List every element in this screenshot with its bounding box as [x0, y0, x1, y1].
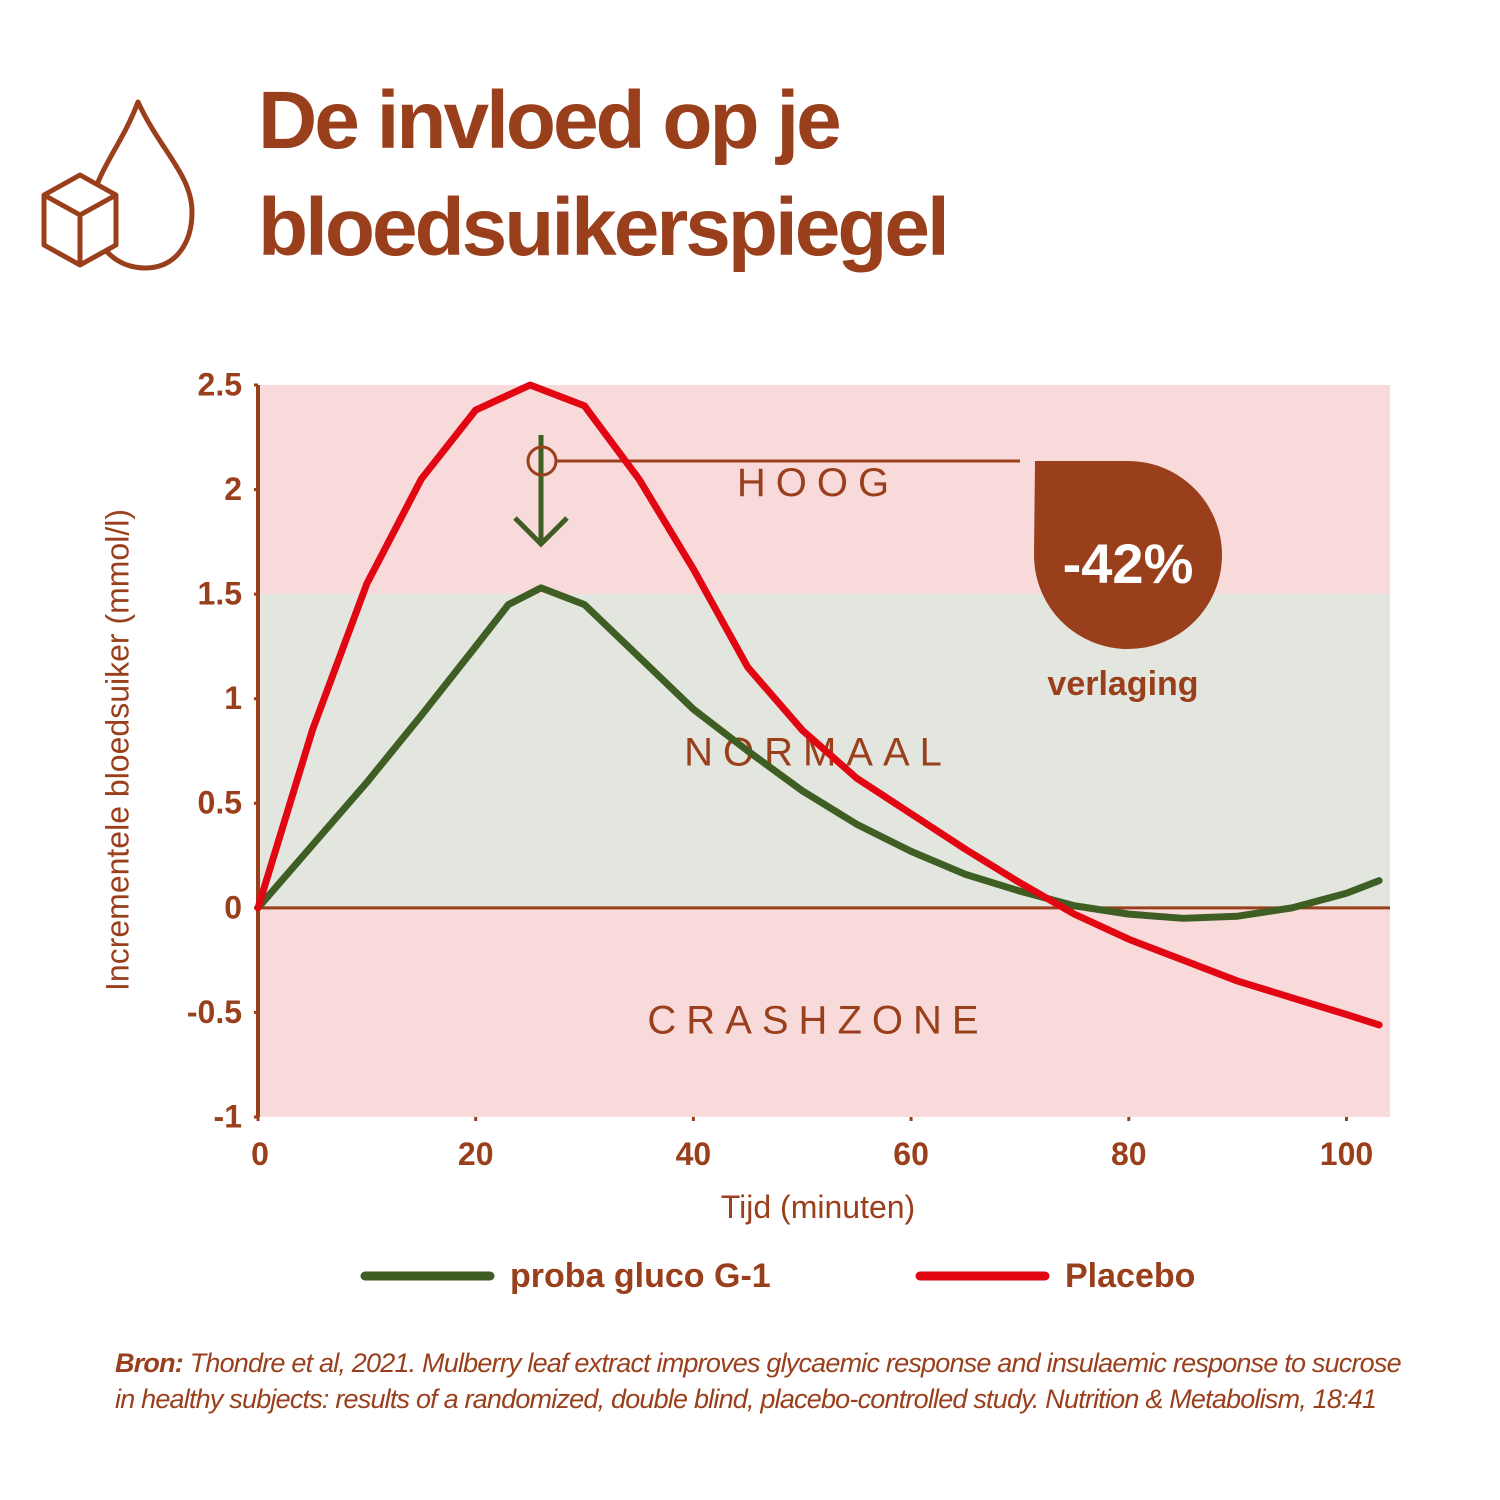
title: De invloed op je [258, 75, 839, 166]
series-line [254, 381, 1383, 1029]
source: Bron: Thondre et al, 2021. Mulberry leaf… [115, 1345, 1405, 1417]
badge-text: -42% [1063, 532, 1194, 595]
y-tick-label: -1 [214, 1098, 242, 1134]
y-axis-title: Incrementele bloedsuiker (mmol/l) [99, 509, 135, 991]
source-label: Bron: [115, 1348, 184, 1378]
y-tick-label: 0 [224, 889, 242, 925]
y-tick-label: 1 [224, 680, 242, 716]
badge-caption: verlaging [1047, 665, 1198, 703]
title: bloedsuikerspiegel [258, 182, 947, 273]
series-line [254, 584, 1383, 922]
arrow-head [513, 516, 569, 548]
x-tick-label: 0 [251, 1136, 269, 1172]
zone-label: CRASHZONE [647, 998, 988, 1042]
x-tick-label: 20 [458, 1136, 494, 1172]
y-tick-label: 1.5 [198, 576, 242, 612]
y-tick-label: -0.5 [187, 994, 242, 1030]
x-tick-label: 100 [1320, 1136, 1373, 1172]
x-tick-label: 80 [1111, 1136, 1147, 1172]
x-axis-title: Tijd (minuten) [721, 1189, 915, 1225]
zone-band [258, 907, 1390, 1117]
legend-label: proba gluco G-1 [510, 1257, 771, 1295]
badge-shape [1034, 461, 1222, 649]
y-tick-label: 2 [224, 471, 242, 507]
zone-label: NORMAAL [684, 731, 952, 775]
reference-marker [526, 445, 558, 477]
source-text: Thondre et al, 2021. Mulberry leaf extra… [115, 1348, 1402, 1414]
x-tick-label: 40 [676, 1136, 712, 1172]
legend-label: Placebo [1065, 1257, 1195, 1295]
icon [41, 99, 195, 271]
zone-label: HOOG [737, 461, 899, 505]
y-tick-label: 0.5 [198, 785, 242, 821]
x-tick-label: 60 [893, 1136, 929, 1172]
chart: De invloed op je bloedsuikerspiegel Incr… [41, 75, 1390, 1295]
y-tick-label: 2.5 [198, 366, 242, 402]
